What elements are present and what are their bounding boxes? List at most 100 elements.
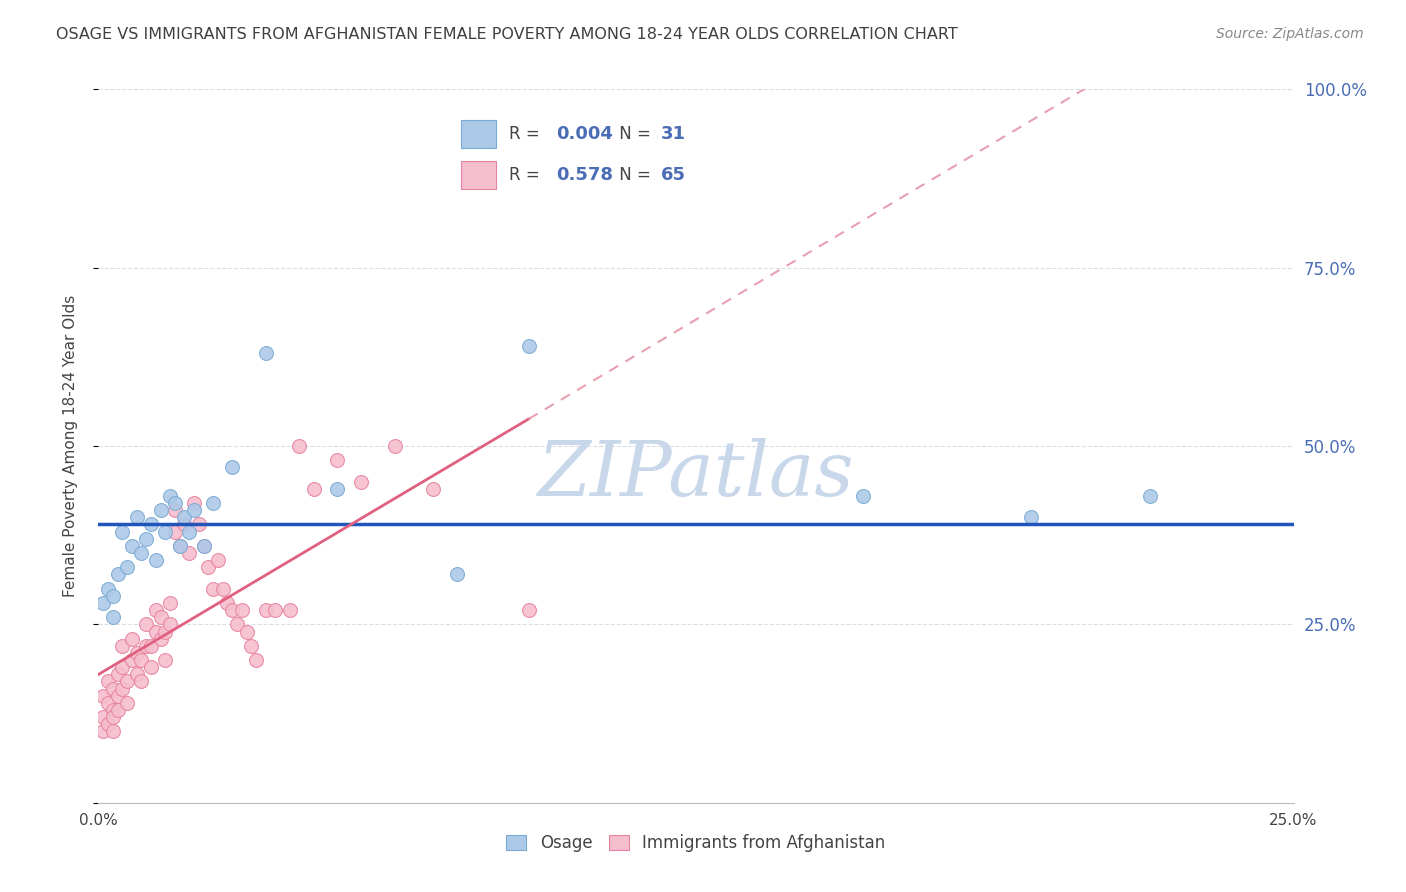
Point [193, 539, 215, 553]
Point [159, 489, 181, 503]
Text: Source: ZipAtlas.com: Source: ZipAtlas.com [1216, 27, 1364, 41]
Point [163, 524, 186, 539]
Point [149, 610, 172, 624]
Point [187, 517, 209, 532]
Point [115, 560, 138, 574]
Point [125, 646, 148, 660]
Point [326, 482, 349, 496]
Point [131, 546, 153, 560]
Point [163, 503, 186, 517]
Point [245, 653, 267, 667]
Point [226, 617, 249, 632]
Point [1019, 510, 1042, 524]
Point [173, 517, 195, 532]
Point [517, 339, 540, 353]
Point [97, 582, 120, 596]
Point [169, 539, 191, 553]
Point [149, 503, 172, 517]
Point [240, 639, 263, 653]
Point [422, 482, 444, 496]
Legend: Osage, Immigrants from Afghanistan: Osage, Immigrants from Afghanistan [499, 828, 893, 859]
Point [115, 674, 138, 689]
Point [135, 532, 157, 546]
Point [197, 560, 219, 574]
Point [202, 496, 225, 510]
Point [101, 710, 124, 724]
Point [326, 453, 349, 467]
Point [278, 603, 301, 617]
Point [101, 703, 124, 717]
Point [107, 567, 129, 582]
Point [288, 439, 311, 453]
Point [517, 603, 540, 617]
Point [111, 660, 134, 674]
Point [155, 624, 177, 639]
Point [145, 603, 167, 617]
Point [145, 624, 167, 639]
Point [852, 489, 875, 503]
Point [350, 475, 373, 489]
Point [183, 503, 205, 517]
Point [107, 703, 129, 717]
Point [183, 496, 205, 510]
Text: OSAGE VS IMMIGRANTS FROM AFGHANISTAN FEMALE POVERTY AMONG 18-24 YEAR OLDS CORREL: OSAGE VS IMMIGRANTS FROM AFGHANISTAN FEM… [56, 27, 957, 42]
Point [125, 510, 148, 524]
Y-axis label: Female Poverty Among 18-24 Year Olds: Female Poverty Among 18-24 Year Olds [63, 295, 77, 597]
Point [179, 546, 201, 560]
Point [169, 539, 191, 553]
Point [221, 603, 243, 617]
Point [121, 539, 143, 553]
Point [254, 603, 277, 617]
Point [91, 596, 114, 610]
Point [101, 724, 124, 739]
Point [211, 582, 233, 596]
Point [235, 624, 257, 639]
Point [217, 596, 239, 610]
Point [115, 696, 138, 710]
Point [155, 653, 177, 667]
Point [91, 689, 114, 703]
Point [107, 667, 129, 681]
Point [1139, 489, 1161, 503]
Point [135, 639, 157, 653]
Point [101, 589, 124, 603]
Point [111, 639, 134, 653]
Point [97, 696, 120, 710]
Point [254, 346, 277, 360]
Point [91, 710, 114, 724]
Point [101, 610, 124, 624]
Point [91, 724, 114, 739]
Point [139, 517, 162, 532]
Point [155, 524, 177, 539]
Point [107, 689, 129, 703]
Point [163, 496, 186, 510]
Point [231, 603, 253, 617]
Point [111, 524, 134, 539]
Point [159, 596, 181, 610]
Point [97, 717, 120, 731]
Point [384, 439, 406, 453]
Point [131, 653, 153, 667]
Point [97, 674, 120, 689]
Point [125, 667, 148, 681]
Point [221, 460, 243, 475]
Point [121, 653, 143, 667]
Point [446, 567, 468, 582]
Point [131, 674, 153, 689]
Point [207, 553, 229, 567]
Point [302, 482, 325, 496]
Point [173, 510, 195, 524]
Point [179, 524, 201, 539]
Point [149, 632, 172, 646]
Point [145, 553, 167, 567]
Point [139, 639, 162, 653]
Point [202, 582, 225, 596]
Point [193, 539, 215, 553]
Point [121, 632, 143, 646]
Point [139, 660, 162, 674]
Text: ZIPatlas: ZIPatlas [537, 438, 855, 511]
Point [135, 617, 157, 632]
Point [101, 681, 124, 696]
Point [264, 603, 287, 617]
Point [111, 681, 134, 696]
